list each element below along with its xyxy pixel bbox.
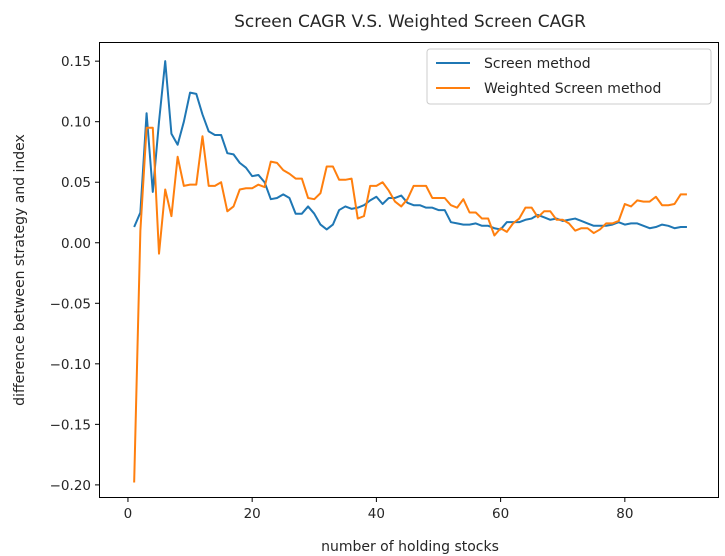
y-axis-label: difference between strategy and index	[12, 134, 28, 406]
series-line-screen	[133, 60, 687, 231]
x-tick-label: 40	[368, 506, 385, 522]
x-tick-label: 0	[124, 506, 133, 522]
x-axis: 0 20 40 60 80	[124, 497, 633, 522]
plot-area	[133, 60, 687, 483]
legend: Screen method Weighted Screen method	[426, 48, 712, 105]
y-tick-label: −0.20	[50, 478, 91, 494]
x-tick-label: 20	[244, 506, 261, 522]
y-tick-label: 0.00	[61, 236, 91, 252]
y-tick-label: −0.15	[50, 417, 91, 433]
x-axis-label: number of holding stocks	[321, 539, 499, 555]
legend-label-screen: Screen method	[484, 56, 591, 72]
legend-label-weighted: Weighted Screen method	[484, 81, 661, 97]
series-line-weighted	[133, 126, 687, 483]
y-tick-label: 0.05	[61, 175, 91, 191]
chart-title: Screen CAGR V.S. Weighted Screen CAGR	[234, 12, 586, 32]
plot-frame	[99, 42, 719, 498]
x-tick-label: 80	[616, 506, 633, 522]
x-tick-label: 60	[492, 506, 509, 522]
y-tick-label: −0.05	[50, 296, 91, 312]
y-tick-label: −0.10	[50, 357, 91, 373]
legend-box	[426, 48, 712, 105]
y-axis: −0.20 −0.15 −0.10 −0.05 0.00 0.05 0.10 0.15	[50, 54, 100, 494]
y-tick-label: 0.10	[61, 115, 91, 131]
y-tick-label: 0.15	[61, 54, 91, 70]
